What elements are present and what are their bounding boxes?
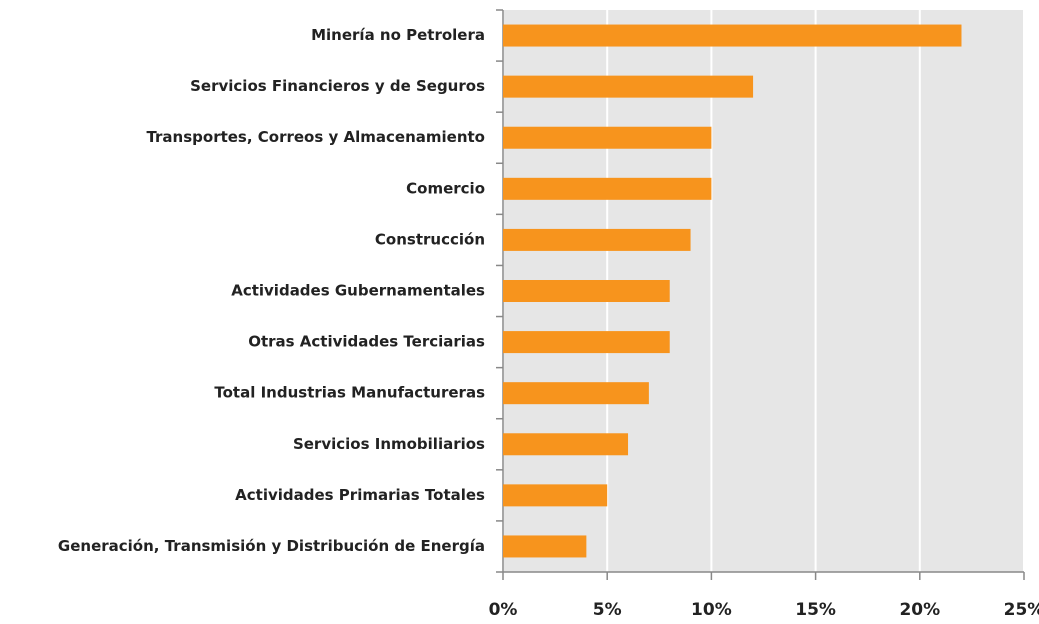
y-tick-label: Generación, Transmisión y Distribución d… [58,537,485,555]
x-tick-label: 10% [691,600,732,620]
bar [503,177,712,200]
x-tick-label: 5% [593,600,622,620]
y-tick-label: Total Industrias Manufactureras [214,384,485,402]
y-tick-label: Minería no Petrolera [311,26,485,44]
bar [503,75,754,98]
x-tick-label: 20% [899,600,940,620]
x-tick-label: 0% [489,600,518,620]
bar [503,24,962,47]
bar [503,126,712,149]
bar [503,382,649,405]
y-tick-label: Otras Actividades Terciarias [248,333,485,351]
y-tick-label: Servicios Inmobiliarios [293,435,485,453]
y-tick-label: Servicios Financieros y de Seguros [190,77,485,95]
y-tick-label: Comercio [406,179,485,197]
bar [503,484,608,507]
bar [503,331,670,354]
x-tick-label: 25% [1004,600,1039,620]
x-tick-label: 15% [795,600,836,620]
y-tick-label: Actividades Primarias Totales [235,486,485,504]
bar [503,228,691,251]
y-tick-label: Actividades Gubernamentales [231,282,485,300]
bar [503,280,670,302]
y-tick-label: Transportes, Correos y Almacenamiento [146,128,485,146]
y-tick-label: Construcción [375,230,485,248]
bar [503,535,587,558]
bar [503,433,629,456]
